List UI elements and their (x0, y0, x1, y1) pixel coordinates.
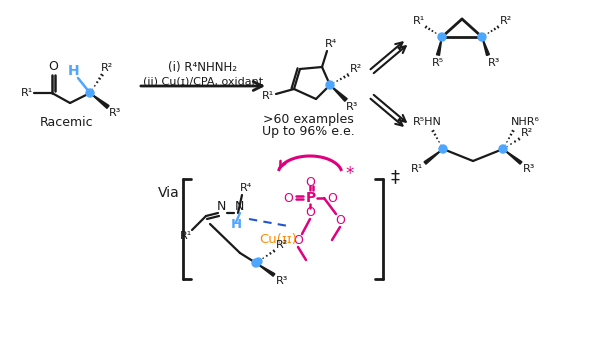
Polygon shape (482, 37, 489, 56)
Text: R²: R² (101, 63, 113, 73)
Text: R²: R² (521, 128, 533, 138)
Text: O: O (335, 214, 345, 227)
Polygon shape (503, 149, 522, 164)
Text: N: N (216, 199, 226, 212)
Text: *: * (346, 165, 354, 183)
Text: O: O (305, 207, 315, 220)
Text: R²: R² (276, 240, 288, 250)
Text: (i) R⁴NHNH₂: (i) R⁴NHNH₂ (169, 61, 238, 74)
Polygon shape (90, 93, 109, 108)
Text: R²: R² (500, 16, 512, 26)
Text: N: N (234, 199, 244, 212)
Text: O: O (327, 192, 337, 205)
Text: R³: R³ (523, 164, 535, 174)
Text: R¹: R¹ (411, 164, 423, 174)
Text: R³: R³ (488, 58, 500, 68)
Text: H: H (68, 64, 80, 78)
Text: (ii) Cu(ɪ)/CPA, oxidant: (ii) Cu(ɪ)/CPA, oxidant (143, 77, 263, 87)
Text: O: O (305, 176, 315, 189)
Text: ‡: ‡ (391, 168, 400, 186)
Text: Up to 96% e.e.: Up to 96% e.e. (262, 125, 355, 138)
Text: H: H (231, 219, 241, 232)
Text: R¹: R¹ (21, 88, 33, 98)
Polygon shape (436, 37, 442, 55)
Text: >60 examples: >60 examples (262, 113, 353, 125)
Text: R⁵HN: R⁵HN (412, 117, 441, 127)
Circle shape (438, 33, 446, 41)
Text: O: O (293, 235, 303, 248)
Text: R⁴: R⁴ (240, 183, 252, 193)
Text: R³: R³ (346, 102, 358, 112)
Text: Cu(ɪɪ): Cu(ɪɪ) (259, 233, 297, 246)
Circle shape (86, 89, 94, 97)
Text: O: O (283, 192, 293, 205)
Text: Racemic: Racemic (40, 117, 94, 130)
Text: R³: R³ (276, 276, 288, 286)
Circle shape (439, 145, 447, 153)
Text: O: O (48, 60, 58, 74)
Text: R⁴: R⁴ (325, 39, 337, 49)
Text: R²: R² (350, 64, 362, 74)
Text: Via: Via (158, 186, 180, 200)
Text: R¹: R¹ (262, 91, 274, 101)
Text: R³: R³ (109, 108, 121, 118)
Circle shape (478, 33, 486, 41)
Circle shape (252, 259, 260, 267)
Polygon shape (256, 263, 275, 276)
Polygon shape (330, 85, 347, 101)
Circle shape (326, 81, 334, 89)
Text: R¹: R¹ (180, 231, 192, 241)
Text: P: P (306, 191, 316, 205)
Polygon shape (424, 149, 443, 164)
Text: NHR⁶: NHR⁶ (510, 117, 539, 127)
Circle shape (499, 145, 507, 153)
Text: R¹: R¹ (413, 16, 425, 26)
Text: R⁵: R⁵ (432, 58, 444, 68)
